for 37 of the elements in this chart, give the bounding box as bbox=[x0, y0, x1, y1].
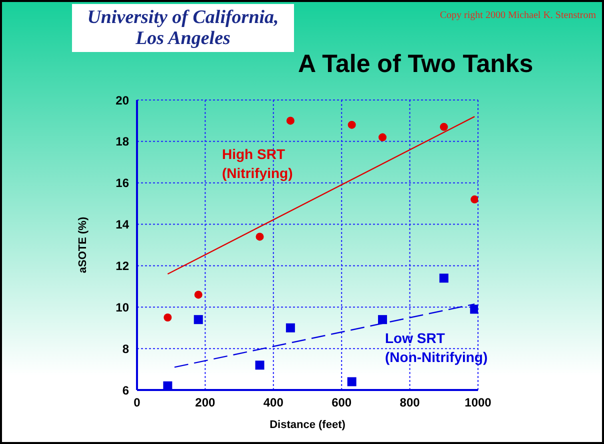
x-tick-label: 200 bbox=[195, 396, 216, 410]
point bbox=[347, 377, 356, 386]
y-tick-label: 14 bbox=[116, 218, 130, 232]
point bbox=[163, 381, 172, 390]
chart-title: A Tale of Two Tanks bbox=[298, 50, 534, 79]
x-tick-label: 800 bbox=[400, 396, 420, 410]
point bbox=[164, 314, 172, 322]
point bbox=[378, 133, 387, 142]
point bbox=[255, 360, 264, 370]
y-tick-label: 8 bbox=[122, 342, 130, 356]
x-tick-label: 0 bbox=[134, 396, 141, 410]
y-tick-label: 6 bbox=[122, 383, 130, 398]
text: University of California, Los Angeles bbox=[72, 4, 294, 52]
y-tick-label: 10 bbox=[116, 300, 130, 314]
y-tick-label: 16 bbox=[116, 176, 130, 190]
x-tick-label: 600 bbox=[332, 396, 352, 410]
y-tick-label: 18 bbox=[116, 134, 130, 149]
point bbox=[439, 274, 448, 283]
series-label: Low SRT (Non-Nitrifying) bbox=[385, 329, 488, 367]
point bbox=[286, 116, 294, 125]
y-tick-label: 12 bbox=[116, 258, 130, 273]
point bbox=[440, 122, 448, 131]
text: Copy right 2000 Michael K. Stenstrom bbox=[440, 10, 596, 21]
point bbox=[378, 315, 388, 324]
point bbox=[256, 232, 264, 241]
point bbox=[194, 315, 203, 324]
y-tick-label: 20 bbox=[116, 93, 130, 108]
x-tick-label: 400 bbox=[263, 396, 284, 410]
x-tick-label: 1000 bbox=[464, 396, 492, 410]
point bbox=[470, 195, 478, 204]
point bbox=[194, 290, 202, 299]
point bbox=[286, 323, 295, 332]
x-axis-title: Distance (feet) bbox=[270, 419, 346, 431]
y-axis-title: aSOTE (%) bbox=[76, 216, 89, 274]
point bbox=[470, 304, 478, 314]
point bbox=[348, 120, 356, 129]
series-label: High SRT (Nitrifying) bbox=[222, 145, 293, 183]
